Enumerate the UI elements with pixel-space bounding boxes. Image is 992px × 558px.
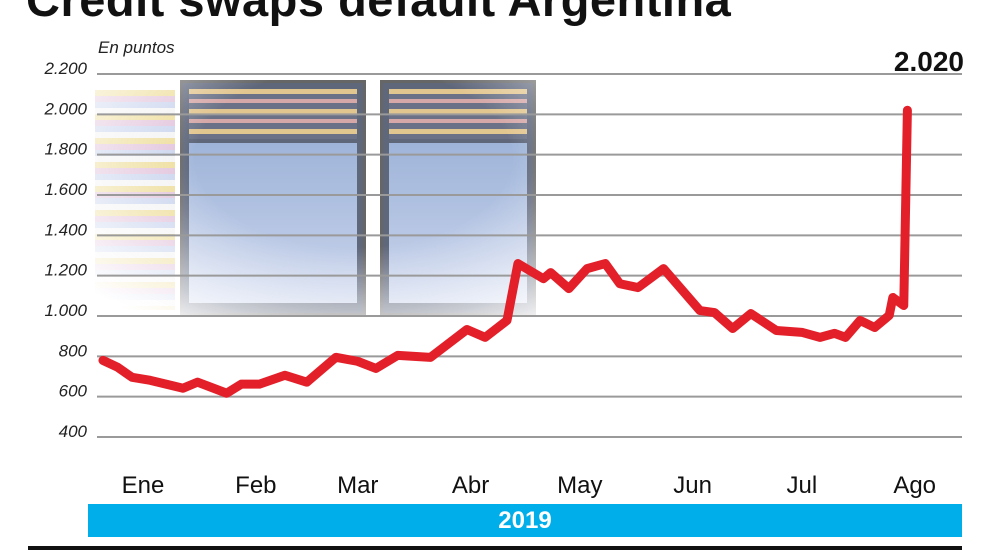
x-tick-label: Mar <box>337 472 378 499</box>
x-tick-label: Ago <box>893 472 936 499</box>
x-tick-label: Jun <box>673 472 712 499</box>
y-axis-unit-label: En puntos <box>98 38 175 57</box>
y-tick-label: 600 <box>59 382 88 401</box>
year-label: 2019 <box>498 507 552 534</box>
x-tick-label: May <box>557 472 602 499</box>
y-tick-label: 400 <box>59 422 88 441</box>
peak-annotation: 2.020 <box>893 46 964 77</box>
y-tick-label: 2.000 <box>43 99 87 118</box>
x-tick-label: Ene <box>122 472 165 499</box>
y-tick-label: 1.600 <box>44 180 87 199</box>
x-tick-label: Abr <box>452 472 489 499</box>
series-line <box>98 105 912 398</box>
y-tick-label: 1.400 <box>44 220 87 239</box>
x-tick-label: Jul <box>786 472 817 499</box>
y-tick-label: 800 <box>59 341 88 360</box>
y-tick-label: 1.800 <box>44 140 87 159</box>
bottom-rule <box>28 546 962 550</box>
year-bar: 2019 <box>88 504 962 537</box>
y-tick-label: 2.200 <box>43 59 87 78</box>
x-tick-label: Feb <box>235 472 276 499</box>
y-tick-label: 1.200 <box>44 261 87 280</box>
chart-title: Credit swaps default Argentina <box>26 0 731 27</box>
y-tick-label: 1.000 <box>44 301 87 320</box>
